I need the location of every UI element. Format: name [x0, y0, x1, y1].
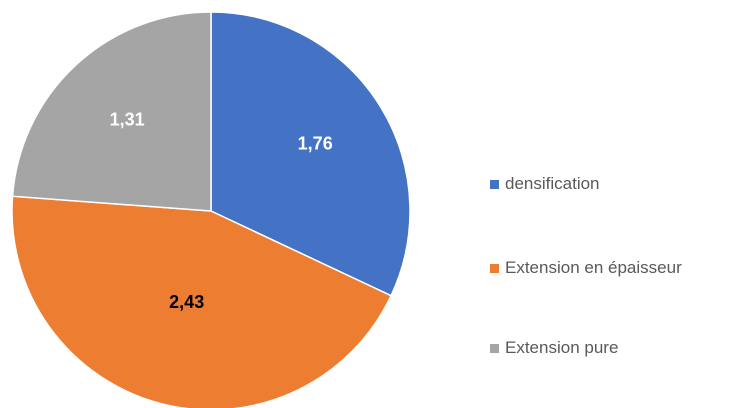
legend-label-densification: densification — [505, 174, 600, 193]
legend-swatch-extension-en-epaisseur — [490, 263, 499, 273]
legend-item-extension-en-epaisseur: Extension en épaisseur — [490, 258, 682, 278]
legend-item-densification: densification — [490, 174, 600, 194]
legend-label-extension-en-epaisseur: Extension en épaisseur — [505, 258, 682, 277]
pie-slice-2 — [11, 195, 393, 408]
legend-swatch-densification — [490, 179, 499, 189]
legend-label-extension-pure: Extension pure — [505, 338, 619, 357]
pie-slice-3 — [11, 11, 212, 212]
pie-slice-1 — [210, 11, 411, 297]
data-label-2: 2,43 — [169, 292, 204, 312]
data-label-1: 1,76 — [298, 134, 333, 154]
legend-swatch-extension-pure — [490, 343, 499, 353]
legend-item-extension-pure: Extension pure — [490, 338, 618, 358]
data-label-3: 1,31 — [110, 109, 145, 129]
